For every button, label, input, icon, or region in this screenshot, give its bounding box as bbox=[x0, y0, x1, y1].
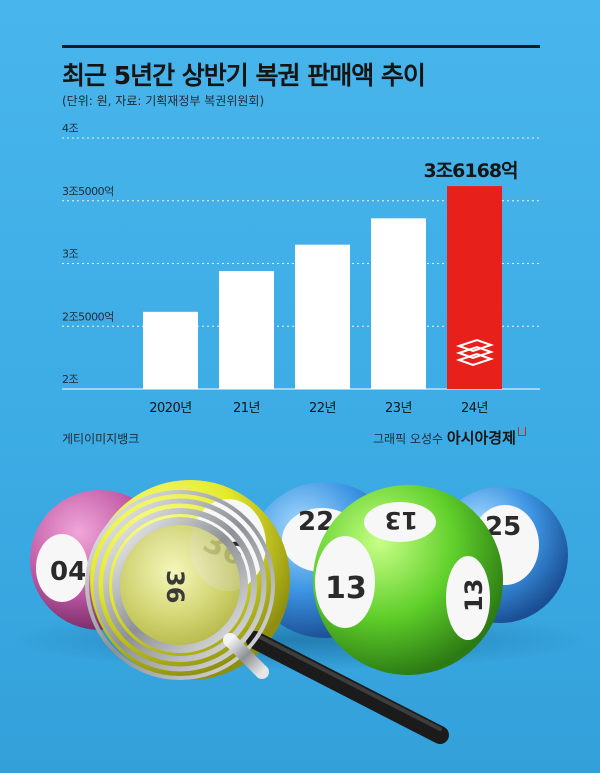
chart-title: 최근 5년간 상반기 복권 판매액 추이 bbox=[62, 61, 426, 90]
bar bbox=[143, 311, 198, 389]
chart-subtitle: (단위: 원, 자료: 기획재정부 복권위원회) bbox=[62, 94, 265, 108]
y-tick-label: 3조5000억 bbox=[62, 185, 114, 198]
ball-number: 13 bbox=[460, 579, 488, 612]
graphic-credit-author: 그래픽 오성수 bbox=[373, 432, 444, 446]
x-tick-label: 24년 bbox=[461, 401, 488, 416]
x-tick-label: 23년 bbox=[385, 401, 412, 416]
magnifying-glass-icon: 36 bbox=[85, 490, 449, 744]
photo-credit: 게티이미지뱅크 bbox=[62, 432, 140, 446]
bar bbox=[371, 218, 426, 389]
ball-number: 13 bbox=[385, 506, 418, 534]
ball-number: 13 bbox=[325, 571, 367, 606]
x-tick-label: 21년 bbox=[233, 401, 260, 416]
x-tick-label: 22년 bbox=[309, 401, 336, 416]
data-label: 3조6168억 bbox=[423, 160, 517, 182]
bar-chart: 2조 2조5000억 3조 3조5000억 4조 2020년 21년 22년 23년 24년 3조6… bbox=[62, 122, 540, 416]
graphic-credit: 그래픽 오성수 아시아경제 bbox=[373, 427, 526, 448]
y-tick-label: 2조5000억 bbox=[62, 310, 114, 323]
brand-mark-icon bbox=[517, 427, 526, 436]
money-stack-icon bbox=[455, 338, 495, 367]
bar bbox=[295, 244, 350, 389]
title-rule bbox=[62, 45, 540, 48]
bar bbox=[219, 271, 274, 389]
ball-number: 04 bbox=[50, 557, 86, 587]
x-tick-label: 2020년 bbox=[149, 401, 192, 416]
brand-name: 아시아경제 bbox=[446, 429, 516, 447]
y-tick-label: 2조 bbox=[62, 373, 78, 386]
y-tick-label: 4조 bbox=[62, 122, 78, 135]
green-lottery-ball: 13 13 13 bbox=[313, 485, 503, 675]
ball-number: 36 bbox=[161, 570, 189, 603]
y-tick-label: 3조 bbox=[62, 248, 78, 261]
